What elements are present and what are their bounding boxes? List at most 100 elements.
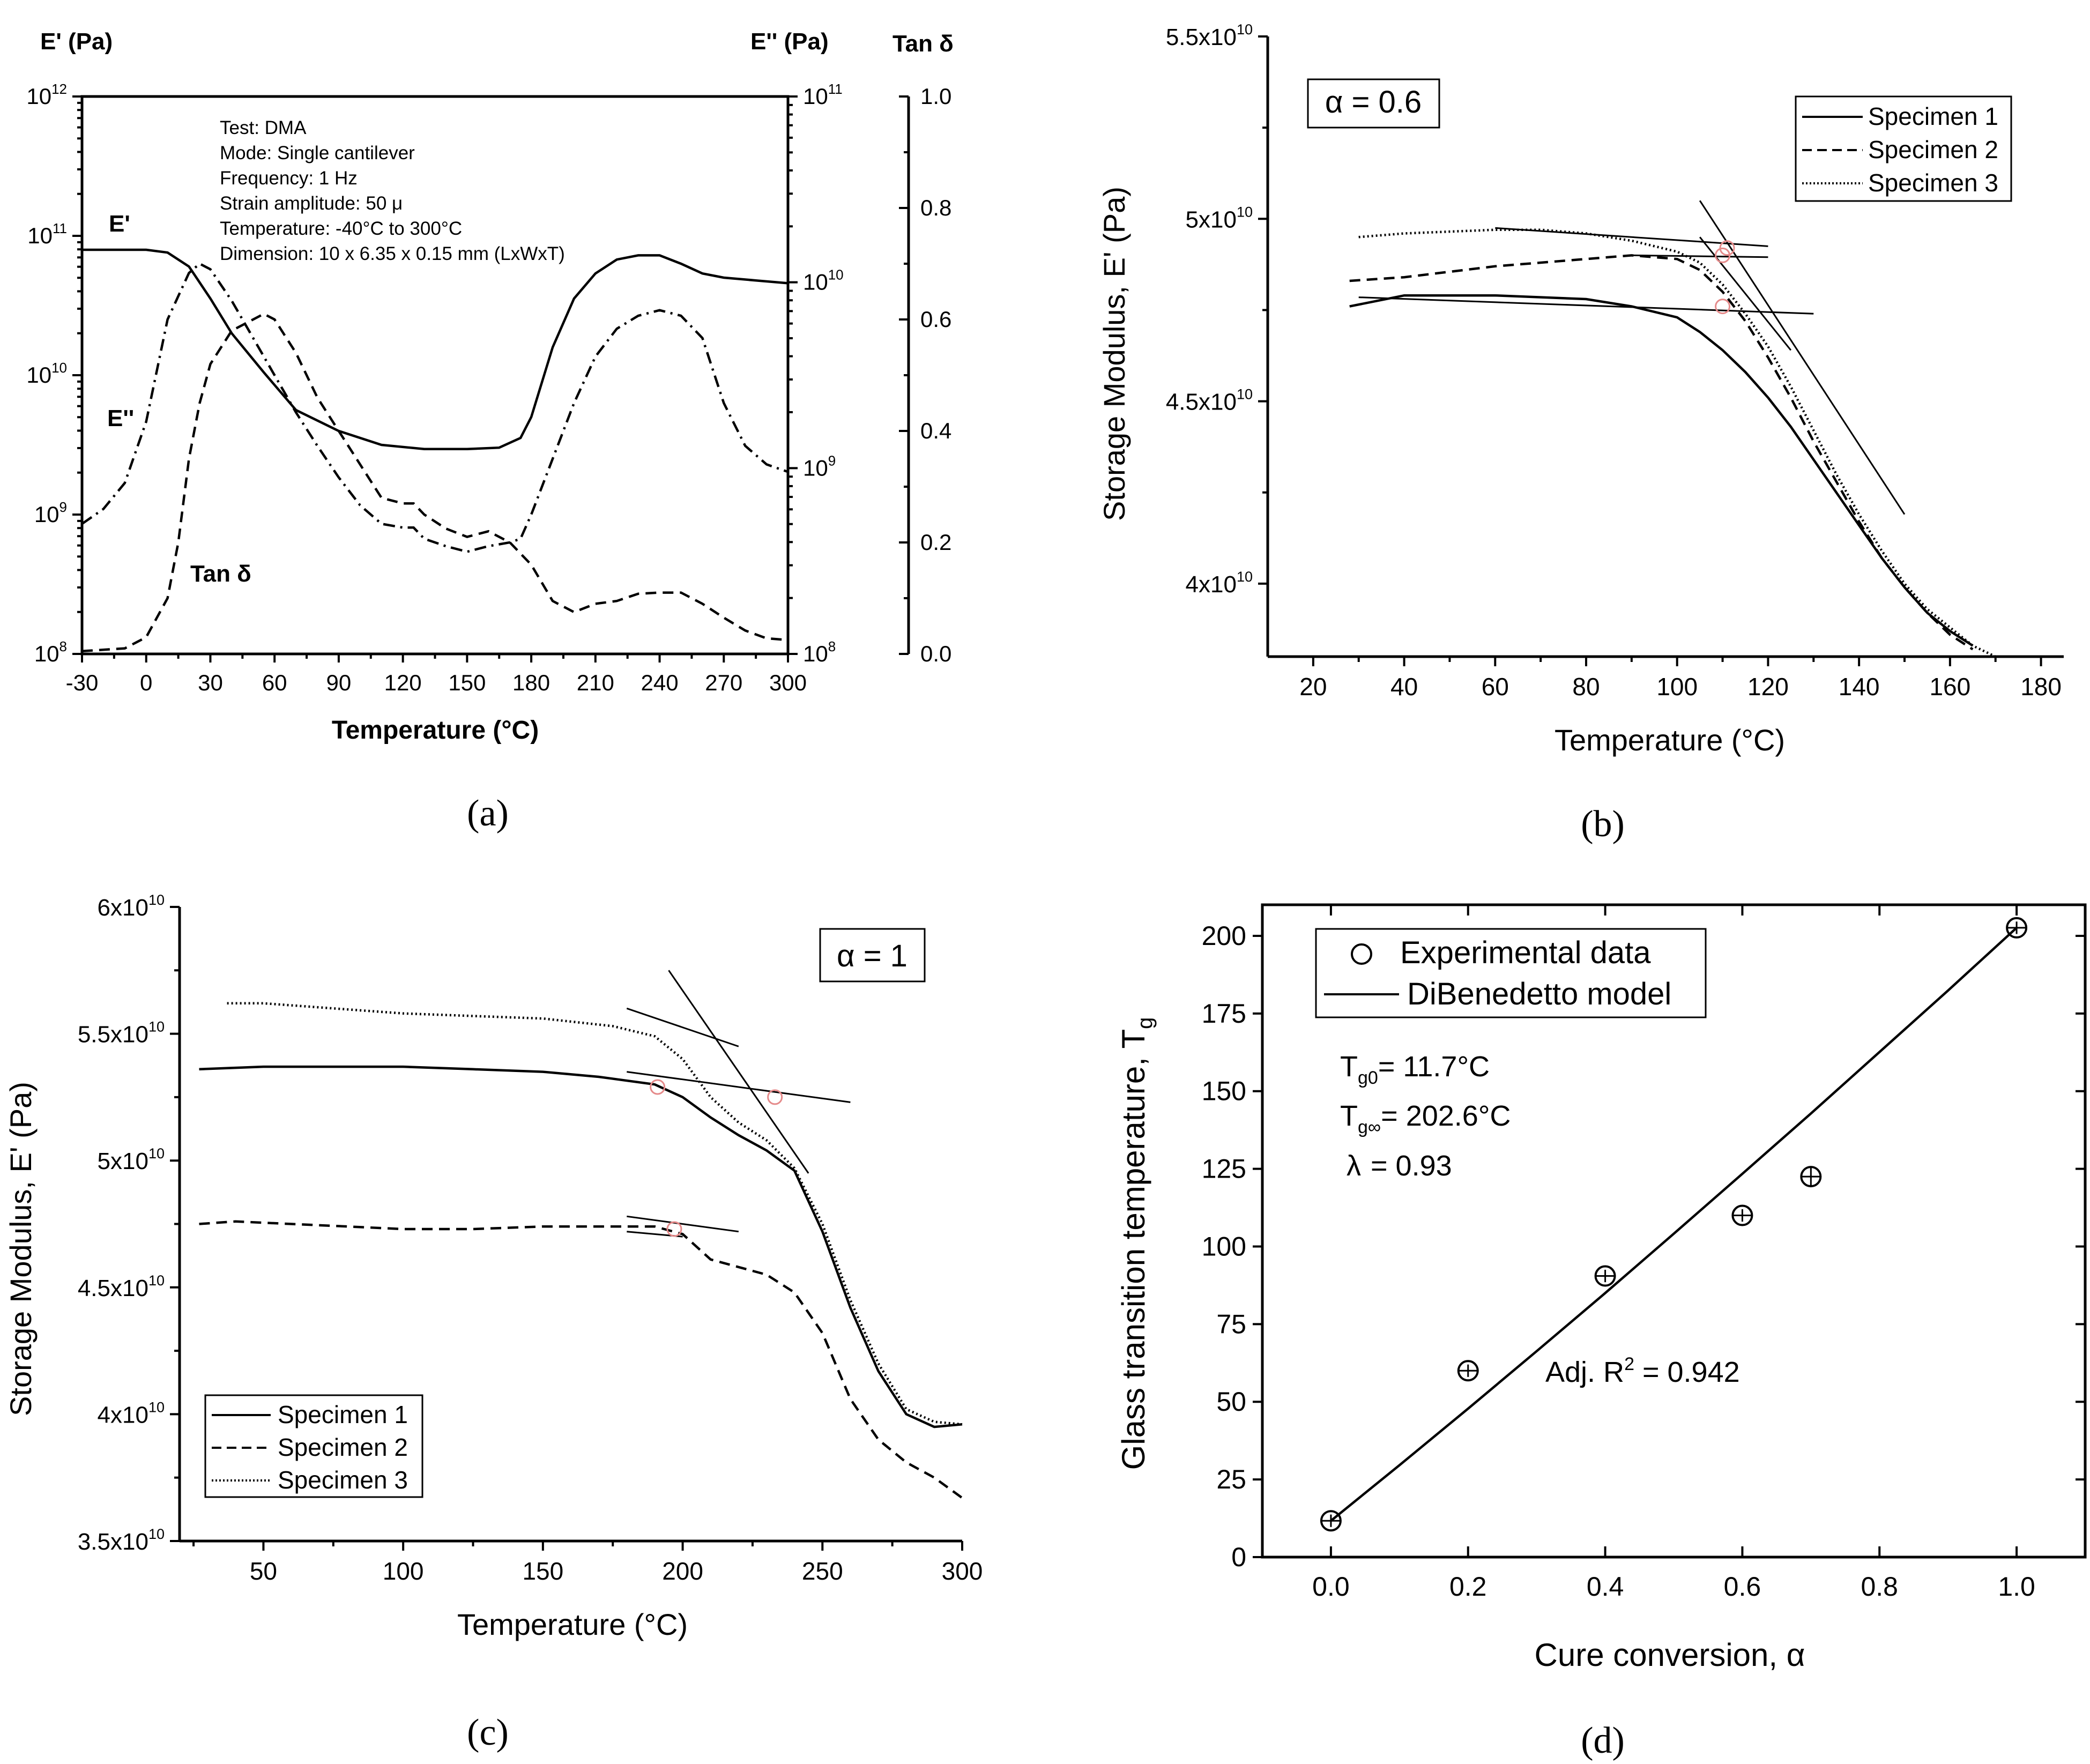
panel-d-series	[1320, 917, 2028, 1532]
x-tick-label: 100	[383, 1557, 424, 1585]
legend-label: Experimental data	[1400, 935, 1651, 970]
panel-d-params: Tg0= 11.7°C Tg∞= 202.6°C λ = 0.93	[1340, 1051, 1511, 1182]
y3-tick-label: 0.8	[920, 195, 951, 220]
panel-d-plot-frame	[1261, 903, 2087, 1559]
panel-caption-c: (c)	[467, 1712, 509, 1753]
experimental-point	[1731, 1204, 1753, 1226]
panel-d-x-label: Cure conversion, α	[1535, 1637, 1805, 1673]
y-tick-label: 175	[1202, 999, 1246, 1029]
x-tick-label: 0	[140, 670, 152, 695]
x-tick-label: 20	[1299, 673, 1327, 701]
onset-marker	[650, 1079, 666, 1095]
dibenedetto-model-curve	[1330, 927, 2018, 1522]
x-tick-label: 250	[802, 1557, 843, 1585]
legend-label: Specimen 2	[1868, 136, 1998, 163]
x-tick-label: 210	[577, 670, 614, 695]
panel-caption-a: (a)	[467, 793, 509, 834]
panel-b-series	[1349, 200, 1996, 658]
panel-c-series	[199, 970, 963, 1499]
specimen-1-curve	[1349, 294, 1974, 647]
legend-label: Specimen 1	[1868, 102, 1998, 130]
panel-b-alpha-label: α = 0.6	[1325, 85, 1422, 120]
tangent-line	[1631, 254, 1768, 258]
tangent-line	[1699, 200, 1906, 515]
x-tick-label: 120	[1747, 673, 1789, 701]
y-tick-label: 100	[1202, 1231, 1246, 1261]
x-tick-label: 300	[769, 670, 807, 695]
x-tick-label: 0.2	[1449, 1572, 1487, 1602]
y1-tick-label: 1011	[27, 220, 67, 248]
x-tick-label: 180	[512, 670, 550, 695]
x-tick-label: 270	[705, 670, 742, 695]
panel-d-tick-labels: 0.0 0.2 0.4 0.6 0.8 1.0 0 25 50 75 100 125 150 175 200	[1202, 921, 2035, 1602]
experimental-point	[1457, 1360, 1479, 1382]
x-tick-label: -30	[66, 670, 99, 695]
annotation-line: Temperature: -40°C to 300°C	[220, 218, 462, 239]
x-tick-label: 300	[942, 1557, 983, 1585]
specimen-2-curve	[1349, 254, 1974, 651]
y-tick-label: 3.5x1010	[78, 1526, 165, 1555]
panel-caption-b: (b)	[1581, 803, 1625, 845]
panel-a-loss-label: E''	[107, 405, 134, 431]
experimental-point	[1320, 1510, 1342, 1532]
x-tick-label: 0.8	[1861, 1572, 1898, 1602]
x-tick-label: 120	[384, 670, 422, 695]
x-tick-label: 140	[1839, 673, 1880, 701]
x-tick-label: 30	[198, 670, 223, 695]
legend-label: Specimen 3	[1868, 169, 1998, 197]
experimental-point	[2006, 917, 2028, 939]
panel-a-tick-labels: -30 0 30 60 90 120 150 180 210 240 270 300 1012 1011 1…	[26, 81, 951, 695]
y-tick-label: 5.5x1010	[78, 1019, 165, 1048]
y-tick-label: 4x1010	[98, 1399, 165, 1428]
panel-c-x-label: Temperature (°C)	[457, 1607, 688, 1641]
panel-c-chart: 50 100 150 200 250 300 6x1010 5.5x1010 5x1010 4.5…	[4, 892, 983, 1641]
x-tick-label: 1.0	[1998, 1572, 2035, 1602]
specimen-3-curve	[227, 1002, 963, 1426]
specimen-3-curve	[1358, 228, 1996, 658]
panel-caption-d: (d)	[1581, 1720, 1625, 1761]
panel-c-alpha-box	[819, 928, 926, 983]
tan-delta-curve	[81, 312, 789, 653]
y3-tick-label: 0.2	[920, 530, 951, 555]
panel-a-annotation: Test: DMA Mode: Single cantilever Freque…	[220, 117, 565, 264]
y-tick-label: 125	[1202, 1154, 1246, 1184]
y3-tick-label: 0.4	[920, 418, 951, 443]
y-tick-label: 5.5x1010	[1166, 21, 1253, 50]
panel-c-legend: Specimen 1 Specimen 2 Specimen 3	[204, 1394, 423, 1498]
x-tick-label: 60	[262, 670, 287, 695]
tangent-line	[627, 1071, 851, 1103]
annotation-line: Test: DMA	[220, 117, 307, 138]
y-tick-label: 5x1010	[1186, 204, 1253, 233]
panel-b-alpha-box	[1307, 78, 1440, 129]
panel-d-legend: Experimental data DiBenedetto model	[1315, 928, 1707, 1018]
x-tick-label: 240	[641, 670, 679, 695]
y2-tick-label: 1010	[803, 267, 844, 295]
onset-marker	[666, 1221, 682, 1237]
y-tick-label: 4.5x1010	[1166, 386, 1253, 415]
panel-b-legend-box	[1795, 95, 2012, 202]
y-tick-label: 50	[1216, 1387, 1246, 1417]
specimen-2-curve	[199, 1220, 963, 1499]
storage-modulus-curve	[82, 248, 789, 451]
x-tick-label: 150	[448, 670, 486, 695]
panel-c-axes	[170, 906, 963, 1551]
loss-modulus-curve	[81, 262, 789, 553]
y-tick-label: 75	[1216, 1309, 1246, 1339]
x-tick-label: 160	[1929, 673, 1970, 701]
tangent-line	[626, 1007, 739, 1047]
panel-d-chart: 0.0 0.2 0.4 0.6 0.8 1.0 0 25 50 75 100 125 150 175 200…	[1115, 903, 2087, 1673]
panel-d-axes	[1253, 903, 2087, 1559]
x-tick-label: 0.6	[1724, 1572, 1761, 1602]
x-tick-label: 200	[662, 1557, 703, 1585]
panel-c-tick-labels: 50 100 150 200 250 300 6x1010 5.5x1010 5x1010 4.5…	[78, 892, 983, 1585]
y2-tick-label: 1011	[803, 81, 843, 109]
panel-b-tick-labels: 20 40 60 80 100 120 140 160 180 5.5x1010 5x1010 4.5…	[1166, 21, 2062, 701]
y1-tick-label: 1012	[26, 81, 67, 109]
panel-c-y-label: Storage Modulus, E' (Pa)	[4, 1082, 38, 1416]
y3-tick-label: 0.6	[920, 307, 951, 332]
panel-a-x-label: Temperature (°C)	[332, 716, 539, 745]
x-tick-label: 180	[2020, 673, 2062, 701]
panel-d-y-label: Glass transition temperature, Tg	[1115, 1017, 1157, 1470]
panel-b-x-label: Temperature (°C)	[1555, 723, 1785, 757]
legend-marker-circle	[1351, 943, 1372, 965]
